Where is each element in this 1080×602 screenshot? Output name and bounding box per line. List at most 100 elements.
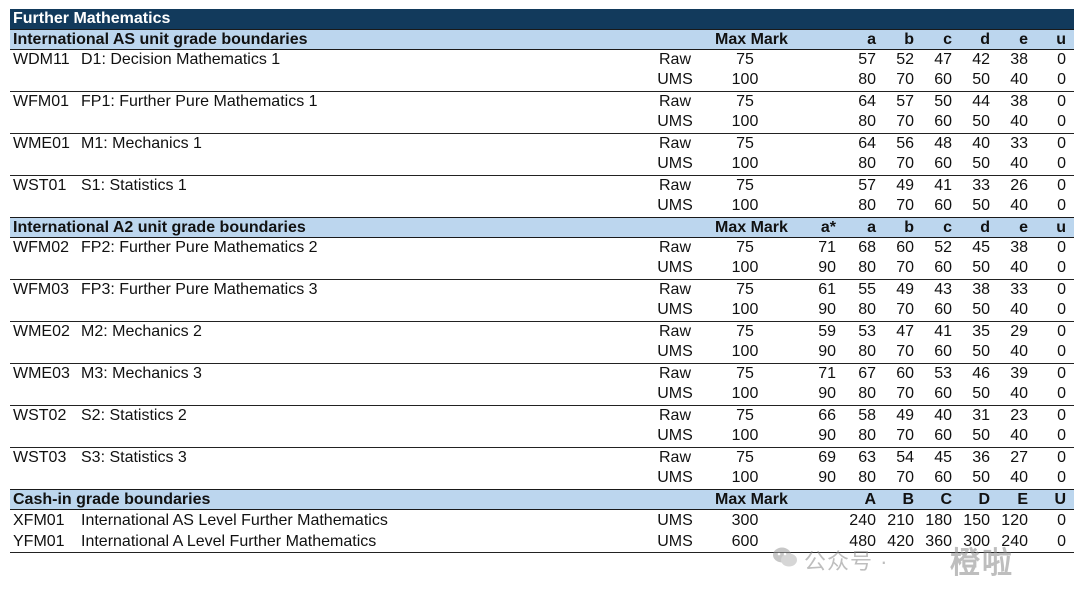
ums-label: UMS — [657, 427, 693, 444]
raw-label: Raw — [658, 407, 691, 424]
raw-grade-boundary: 44 — [972, 93, 990, 110]
unit-row: WFM03 FP3: Further Pure Mathematics 3 Raw 7… — [10, 279, 1074, 321]
raw-max-mark: 75 — [736, 281, 754, 298]
ums-label: UMS — [657, 71, 693, 88]
ums-grade-boundary: 50 — [972, 301, 990, 318]
raw-grade-boundary: 23 — [1010, 407, 1028, 424]
ums-grade-boundary: 40 — [1010, 259, 1028, 276]
raw-grade-boundary: 0 — [1057, 281, 1066, 298]
section-title: International AS unit grade boundaries — [13, 31, 308, 48]
ums-grade-boundary: 80 — [858, 113, 876, 130]
ums-grade-boundary: 40 — [1010, 343, 1028, 360]
raw-grade-boundary: 49 — [896, 281, 914, 298]
raw-grade-boundary: 71 — [818, 239, 836, 256]
ums-grade-boundary: 70 — [896, 113, 914, 130]
raw-grade-boundary: 33 — [972, 177, 990, 194]
cashin-section: Cash-in grade boundaries Max Mark A B C D E U XF… — [10, 489, 1074, 552]
ums-grade-boundary: 60 — [934, 427, 952, 444]
qualification-name: International AS Level Further Mathemati… — [81, 512, 388, 529]
raw-grade-boundary: 49 — [896, 177, 914, 194]
raw-label: Raw — [658, 51, 691, 68]
unit-name: S2: Statistics 2 — [81, 407, 187, 424]
raw-label: Raw — [658, 135, 691, 152]
ums-grade-boundary: 70 — [896, 469, 914, 486]
ums-label: UMS — [657, 533, 693, 550]
raw-max-mark: 75 — [736, 93, 754, 110]
raw-grade-boundary: 69 — [818, 449, 836, 466]
qualification-code: YFM01 — [13, 533, 65, 550]
grade-boundary: 0 — [1057, 512, 1066, 529]
ums-grade-boundary: 40 — [1010, 113, 1028, 130]
ums-grade-boundary: 70 — [896, 427, 914, 444]
grade-boundary: 120 — [1001, 512, 1028, 529]
ums-grade-boundary: 60 — [934, 71, 952, 88]
unit-code: WST02 — [13, 407, 67, 424]
raw-grade-boundary: 0 — [1057, 135, 1066, 152]
grade-boundary: 180 — [925, 512, 952, 529]
raw-grade-boundary: 0 — [1057, 407, 1066, 424]
unit-row: WDM11 D1: Decision Mathematics 1 Raw 75 57 52… — [10, 50, 1074, 91]
grade-header: u — [1056, 219, 1066, 236]
raw-grade-boundary: 57 — [896, 93, 914, 110]
ums-grade-boundary: 90 — [818, 343, 836, 360]
ums-max-mark: 100 — [731, 259, 759, 276]
ums-grade-boundary: 0 — [1057, 385, 1066, 402]
raw-grade-boundary: 38 — [1010, 93, 1028, 110]
raw-grade-boundary: 38 — [1010, 51, 1028, 68]
grade-header: b — [904, 219, 914, 236]
raw-max-mark: 75 — [736, 407, 754, 424]
grade-boundary: 240 — [849, 512, 876, 529]
ums-grade-boundary: 90 — [818, 427, 836, 444]
ums-grade-boundary: 70 — [896, 197, 914, 214]
raw-grade-boundary: 0 — [1057, 323, 1066, 340]
raw-grade-boundary: 47 — [896, 323, 914, 340]
a2-section: International A2 unit grade boundaries Ma… — [10, 217, 1074, 489]
section-header: International A2 unit grade boundaries Ma… — [10, 217, 1074, 238]
raw-grade-boundary: 57 — [858, 51, 876, 68]
grade-boundary: 420 — [887, 533, 914, 550]
grade-header: C — [940, 491, 952, 508]
ums-grade-boundary: 50 — [972, 71, 990, 88]
raw-grade-boundary: 45 — [934, 449, 952, 466]
section-header: International AS unit grade boundaries Ma… — [10, 29, 1074, 50]
raw-grade-boundary: 52 — [896, 51, 914, 68]
qualification-code: XFM01 — [13, 512, 65, 529]
unit-row: WST02 S2: Statistics 2 Raw 75 66 58 49 40 31 23 0 U… — [10, 405, 1074, 447]
unit-row: WST01 S1: Statistics 1 Raw 75 57 49 41 33 26 0 UMS… — [10, 175, 1074, 217]
ums-grade-boundary: 80 — [858, 469, 876, 486]
ums-grade-boundary: 70 — [896, 301, 914, 318]
grade-header: b — [904, 31, 914, 48]
ums-grade-boundary: 80 — [858, 427, 876, 444]
raw-grade-boundary: 0 — [1057, 239, 1066, 256]
ums-grade-boundary: 80 — [858, 301, 876, 318]
raw-grade-boundary: 63 — [858, 449, 876, 466]
ums-max-mark: 100 — [731, 469, 759, 486]
grade-boundary: 210 — [887, 512, 914, 529]
grade-header: c — [943, 219, 952, 236]
ums-grade-boundary: 60 — [934, 301, 952, 318]
raw-grade-boundary: 60 — [896, 365, 914, 382]
ums-grade-boundary: 70 — [896, 71, 914, 88]
page-title: Further Mathematics — [10, 9, 1074, 29]
unit-row: WFM02 FP2: Further Pure Mathematics 2 Raw 7… — [10, 238, 1074, 279]
grade-boundary: 0 — [1057, 533, 1066, 550]
raw-max-mark: 75 — [736, 239, 754, 256]
grade-boundary: 360 — [925, 533, 952, 550]
unit-name: M1: Mechanics 1 — [81, 135, 202, 152]
ums-max-mark: 100 — [731, 113, 759, 130]
section-header: Cash-in grade boundaries Max Mark A B C D E U — [10, 489, 1074, 510]
ums-label: UMS — [657, 113, 693, 130]
ums-grade-boundary: 80 — [858, 197, 876, 214]
raw-grade-boundary: 59 — [818, 323, 836, 340]
raw-grade-boundary: 43 — [934, 281, 952, 298]
raw-grade-boundary: 41 — [934, 323, 952, 340]
ums-grade-boundary: 60 — [934, 155, 952, 172]
raw-grade-boundary: 0 — [1057, 51, 1066, 68]
unit-row: WME02 M2: Mechanics 2 Raw 75 59 53 47 41 35 29 0 UM… — [10, 321, 1074, 363]
grade-header: B — [902, 491, 914, 508]
ums-grade-boundary: 0 — [1057, 343, 1066, 360]
ums-grade-boundary: 40 — [1010, 469, 1028, 486]
ums-grade-boundary: 60 — [934, 343, 952, 360]
unit-name: S3: Statistics 3 — [81, 449, 187, 466]
raw-max-mark: 75 — [736, 135, 754, 152]
